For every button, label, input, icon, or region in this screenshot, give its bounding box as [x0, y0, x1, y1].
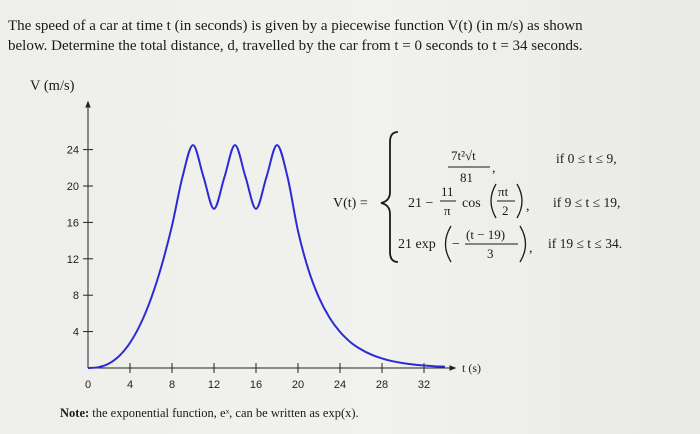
- problem-line-2: below. Determine the total distance, d, …: [8, 38, 583, 54]
- piecewise-formula: V(t) = 7t²√t 81 , if 0 ≤ t ≤ 9, 21 − 11 …: [333, 131, 622, 263]
- exponential-note: Note: the exponential function, eˣ, can …: [60, 406, 359, 421]
- y-axis-title: V (m/s): [30, 78, 75, 94]
- y-tick-label: 24: [67, 145, 79, 157]
- case2-cos: cos: [462, 196, 481, 211]
- case3-right-paren: [519, 225, 527, 263]
- note-text: the exponential function, eˣ, can be wri…: [89, 406, 359, 420]
- case2-right-paren: [516, 183, 523, 219]
- case2-left-paren: [490, 183, 497, 219]
- y-tick-label: 20: [67, 181, 79, 193]
- case3-condition: if 19 ≤ t ≤ 34.: [548, 236, 622, 251]
- x-tick-label: 28: [376, 379, 388, 391]
- case2-coeff-denominator: π: [444, 203, 451, 218]
- formula-brace: [380, 131, 399, 263]
- velocity-curve: [87, 144, 446, 369]
- case2-coeff-numerator: 11: [441, 184, 454, 199]
- case3-inner-denominator: 3: [487, 246, 494, 261]
- x-tick-label: 32: [418, 379, 430, 391]
- x-tick-label: 12: [208, 379, 220, 391]
- y-tick-label: 16: [67, 217, 79, 229]
- case1-comma: ,: [492, 161, 496, 176]
- x-axis-title: t (s): [462, 361, 481, 375]
- case2-prefix: 21 −: [408, 196, 434, 211]
- case3-inner-numerator: (t − 19): [466, 227, 505, 242]
- case3-left-paren: [444, 225, 452, 263]
- axis-ticks: 0 4 8 12 16 20 24 28 32 4 8 12 16 20 24: [67, 145, 430, 391]
- formula-lhs: V(t) =: [333, 196, 368, 211]
- problem-statement: The speed of a car at time t (in seconds…: [8, 16, 696, 56]
- case3-minus: −: [452, 237, 460, 252]
- x-tick-label: 4: [127, 379, 133, 391]
- x-tick-label: 20: [292, 379, 304, 391]
- problem-line-1: The speed of a car at time t (in seconds…: [8, 18, 583, 34]
- y-tick-label: 4: [73, 327, 79, 339]
- case1-denominator: 81: [460, 170, 473, 185]
- y-tick-label: 8: [73, 290, 79, 302]
- x-tick-label: 8: [169, 379, 175, 391]
- x-tick-label: 0: [85, 379, 91, 391]
- x-tick-label: 24: [334, 379, 346, 391]
- y-tick-label: 12: [67, 254, 79, 266]
- case2-inner-numerator: πt: [498, 184, 509, 199]
- case2-inner-denominator: 2: [502, 203, 509, 218]
- note-label: Note:: [60, 406, 90, 420]
- case2-comma: ,: [526, 199, 530, 214]
- case1-condition: if 0 ≤ t ≤ 9,: [556, 151, 617, 166]
- case3-prefix: 21 exp: [398, 237, 436, 252]
- case1-numerator: 7t²√t: [451, 148, 476, 163]
- x-tick-label: 16: [250, 379, 262, 391]
- case3-comma: ,: [529, 241, 533, 256]
- case2-condition: if 9 ≤ t ≤ 19,: [553, 195, 620, 210]
